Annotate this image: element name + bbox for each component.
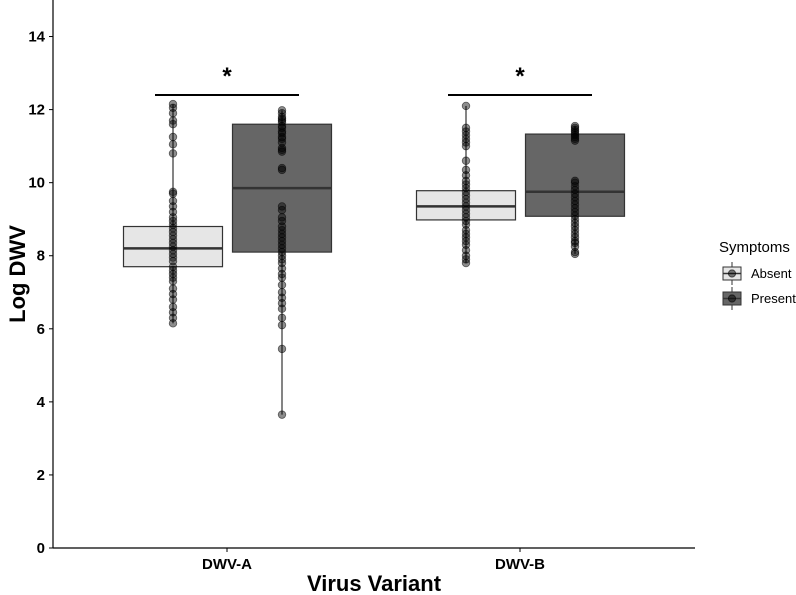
data-point-dwv-b-present-8 <box>570 136 580 145</box>
data-point-dwv-b-absent-6 <box>461 141 471 151</box>
x-tick-label-dwv-a: DWV-A <box>202 556 252 573</box>
data-point-dwv-a-present-0 <box>277 106 287 115</box>
box-dwv-a-absent <box>122 99 224 328</box>
data-point-dwv-b-absent-0 <box>461 101 471 111</box>
legend-entry-absent: Absent <box>722 262 792 285</box>
x-axis-title: Virus Variant <box>307 571 442 595</box>
legend-label-present: Present <box>751 291 796 306</box>
legend: Symptoms Absent Present <box>719 239 796 310</box>
legend-key-present-point <box>727 294 737 303</box>
iqr-box-dwv-b-present <box>524 133 626 217</box>
y-tick-label-6: 6 <box>37 321 45 338</box>
data-point-dwv-a-absent-4 <box>168 120 178 129</box>
legend-entry-present: Present <box>722 287 796 310</box>
y-tick-label-10: 10 <box>28 175 45 192</box>
y-tick-label-0: 0 <box>37 540 45 557</box>
significance-label-dwv-b: * <box>515 63 525 90</box>
data-point-dwv-a-absent-9 <box>168 189 178 198</box>
data-point-dwv-a-absent-7 <box>168 149 178 158</box>
data-point-dwv-a-absent-30 <box>168 277 178 286</box>
data-point-dwv-a-present-43 <box>277 344 287 354</box>
box-dwv-a-present <box>231 106 333 419</box>
significance-label-dwv-a: * <box>222 63 232 90</box>
data-point-dwv-b-absent-31 <box>461 258 471 268</box>
data-point-dwv-a-present-15 <box>277 147 287 156</box>
data-point-dwv-a-absent-6 <box>168 140 178 149</box>
data-point-dwv-b-absent-7 <box>461 156 471 165</box>
y-tick-label-2: 2 <box>37 467 45 484</box>
axis-ticks: 0 2 4 6 8 10 12 14 DWV-A DWV-B <box>28 29 545 573</box>
y-tick-label-8: 8 <box>37 248 45 265</box>
data-point-dwv-a-present-35 <box>277 273 287 282</box>
box-dwv-b-absent <box>415 101 517 268</box>
y-axis-title: Log DWV <box>5 225 30 323</box>
axes <box>52 0 695 549</box>
data-point-dwv-a-absent-5 <box>168 132 178 142</box>
data-point-dwv-a-present-40 <box>277 304 287 313</box>
legend-label-absent: Absent <box>751 266 792 281</box>
data-point-dwv-a-present-36 <box>277 280 287 290</box>
data-point-dwv-a-absent-2 <box>168 109 178 118</box>
data-point-dwv-a-present-41 <box>277 313 287 323</box>
y-tick-label-4: 4 <box>37 394 46 411</box>
data-point-dwv-a-absent-33 <box>168 295 178 304</box>
data-point-dwv-a-absent-37 <box>168 319 178 328</box>
plot-area: * * <box>122 63 626 419</box>
data-point-dwv-b-present-30 <box>570 249 580 259</box>
data-point-dwv-a-present-44 <box>277 410 287 419</box>
data-point-dwv-a-present-17 <box>277 165 287 175</box>
box-dwv-b-present <box>524 121 626 259</box>
y-tick-label-12: 12 <box>28 102 45 119</box>
data-point-dwv-a-present-19 <box>277 205 287 215</box>
data-point-dwv-a-present-42 <box>277 320 287 330</box>
legend-key-absent-point <box>727 269 737 278</box>
x-tick-label-dwv-b: DWV-B <box>495 556 545 573</box>
legend-title: Symptoms <box>719 239 790 256</box>
y-tick-label-14: 14 <box>28 29 45 46</box>
